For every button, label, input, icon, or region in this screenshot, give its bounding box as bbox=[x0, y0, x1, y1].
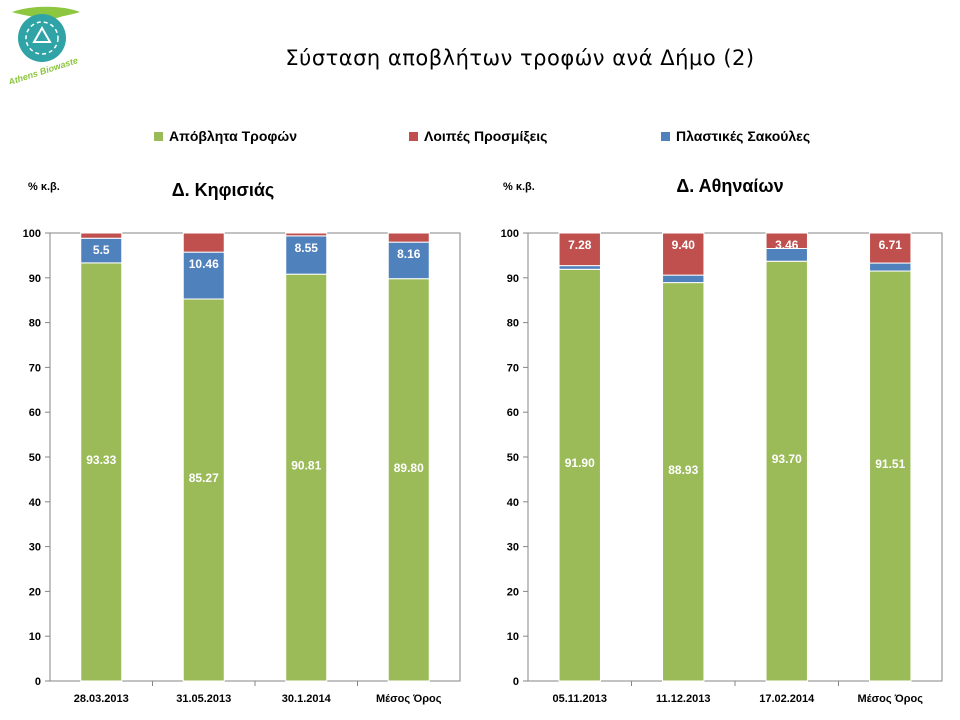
data-label-food: 91.90 bbox=[565, 456, 595, 470]
legend-label-plastic-bags: Πλαστικές Σακούλες bbox=[676, 128, 811, 144]
legend-swatch-other-impurities bbox=[409, 131, 418, 141]
bar-bags bbox=[80, 237, 123, 264]
bar-impurities bbox=[80, 232, 123, 239]
legend-label-other-impurities: Λοιπές Προσμίξεις bbox=[424, 128, 548, 144]
bar-food bbox=[285, 273, 328, 682]
plot-kifisia: 0 10 20 30 40 50 60 70 80 90 100 28.03.2013 93.33 5.5… bbox=[23, 228, 461, 705]
legend-swatch-plastic-bags bbox=[661, 131, 670, 141]
chart-legend: Απόβλητα Τροφών Λοιπές Προσμίξεις Πλαστι… bbox=[0, 128, 960, 150]
data-label-food: 85.27 bbox=[189, 471, 219, 485]
y-tick-label: 90 bbox=[29, 273, 41, 285]
legend-swatch-food-waste bbox=[154, 131, 163, 141]
y-tick-label: 10 bbox=[507, 631, 519, 643]
data-label-bags: 8.16 bbox=[397, 247, 421, 261]
y-tick-label: 90 bbox=[507, 273, 519, 285]
y-tick-label: 20 bbox=[507, 586, 519, 598]
bar-food bbox=[869, 270, 912, 682]
data-label-impurities: 3.46 bbox=[775, 238, 799, 252]
x-tick-label: 31.05.2013 bbox=[176, 693, 231, 705]
y-tick-label: 20 bbox=[29, 586, 41, 598]
bar-food bbox=[558, 268, 601, 682]
bar-impurities bbox=[285, 232, 328, 237]
chart-title-athens: Δ. Αθηναίων bbox=[676, 176, 783, 196]
chart-athens: % κ.β. Δ. Αθηναίων 0 10 20 30 40 50 60 70 80 90 10… bbox=[501, 176, 943, 705]
y-tick-label: 30 bbox=[29, 542, 41, 554]
bar-food bbox=[662, 282, 705, 682]
bar-impurities bbox=[387, 232, 430, 243]
x-tick-label: 17.02.2014 bbox=[759, 693, 815, 705]
bar-impurities bbox=[765, 232, 808, 250]
y-tick-label: 100 bbox=[501, 228, 519, 240]
data-label-food: 88.93 bbox=[668, 463, 698, 477]
x-tick-label: 11.12.2013 bbox=[656, 693, 710, 705]
x-tick-label: 05.11.2013 bbox=[553, 693, 607, 705]
y-tick-label: 80 bbox=[29, 318, 41, 330]
data-label-impurities: 9.40 bbox=[672, 238, 696, 252]
x-tick-label: Μέσος Όρος bbox=[376, 693, 442, 705]
y-tick-label: 0 bbox=[513, 676, 519, 688]
legend-item-other-impurities: Λοιπές Προσμίξεις bbox=[409, 128, 547, 144]
recycle-arrows-icon bbox=[32, 25, 52, 43]
data-label-food: 93.70 bbox=[772, 452, 802, 466]
bar-food bbox=[182, 298, 225, 682]
ylabel-kifisia: % κ.β. bbox=[28, 181, 60, 193]
y-tick-label: 0 bbox=[35, 676, 41, 688]
y-tick-label: 50 bbox=[29, 452, 41, 464]
x-tick-label: 28.03.2013 bbox=[74, 693, 129, 705]
logo-inner-circle bbox=[25, 21, 59, 55]
y-tick-label: 50 bbox=[507, 452, 519, 464]
plot-athens: 0 10 20 30 40 50 60 70 80 90 100 05.11.2013 91.90 7.2… bbox=[501, 228, 943, 705]
bar-bags bbox=[285, 235, 328, 275]
bar-impurities bbox=[662, 232, 705, 276]
y-tick-label: 70 bbox=[507, 362, 519, 374]
chart-title-kifisia: Δ. Κηφισιάς bbox=[172, 180, 275, 200]
chart-kifisia: % κ.β. Δ. Κηφισιάς 0 10 20 30 40 50 60 70 80 90 10… bbox=[23, 180, 461, 705]
y-tick-label: 60 bbox=[507, 407, 519, 419]
data-label-bags: 5.5 bbox=[93, 243, 110, 257]
athens-biowaste-logo: Athens Biowaste bbox=[6, 6, 80, 84]
bar-impurities bbox=[869, 232, 912, 264]
data-label-bags: 10.46 bbox=[189, 257, 219, 271]
legend-item-plastic-bags: Πλαστικές Σακούλες bbox=[661, 128, 810, 144]
data-label-impurities: 6.71 bbox=[879, 238, 903, 252]
y-tick-label: 100 bbox=[23, 228, 41, 240]
data-label-food: 89.80 bbox=[394, 461, 424, 475]
data-label-food: 93.33 bbox=[86, 453, 116, 467]
bar-bags bbox=[387, 241, 430, 280]
data-label-food: 91.51 bbox=[875, 457, 905, 471]
bar-food bbox=[80, 262, 123, 682]
bar-bags bbox=[182, 251, 225, 300]
y-tick-label: 30 bbox=[507, 542, 519, 554]
y-tick-label: 40 bbox=[507, 497, 519, 509]
bar-food bbox=[765, 260, 808, 682]
data-label-bags: 8.55 bbox=[295, 241, 319, 255]
slide-title: Σύσταση αποβλήτων τροφών ανά Δήμο (2) bbox=[285, 46, 755, 70]
data-label-food: 90.81 bbox=[291, 459, 321, 473]
bar-food bbox=[387, 278, 430, 682]
bar-impurities bbox=[558, 232, 601, 267]
logo-circle bbox=[18, 14, 66, 62]
ylabel-athens: % κ.β. bbox=[503, 181, 535, 193]
bar-bags bbox=[558, 265, 601, 270]
y-tick-label: 60 bbox=[29, 407, 41, 419]
data-label-impurities: 7.28 bbox=[568, 238, 592, 252]
y-tick-label: 80 bbox=[507, 318, 519, 330]
y-tick-label: 10 bbox=[29, 631, 41, 643]
bar-impurities bbox=[182, 232, 225, 253]
x-tick-label: Μέσος Όρος bbox=[858, 693, 924, 705]
x-tick-label: 30.1.2014 bbox=[282, 693, 332, 705]
legend-item-food-waste: Απόβλητα Τροφών bbox=[154, 128, 297, 144]
bar-bags bbox=[869, 262, 912, 272]
bar-bags bbox=[662, 274, 705, 284]
y-tick-label: 70 bbox=[29, 362, 41, 374]
y-tick-label: 40 bbox=[29, 497, 41, 509]
legend-label-food-waste: Απόβλητα Τροφών bbox=[169, 128, 298, 144]
